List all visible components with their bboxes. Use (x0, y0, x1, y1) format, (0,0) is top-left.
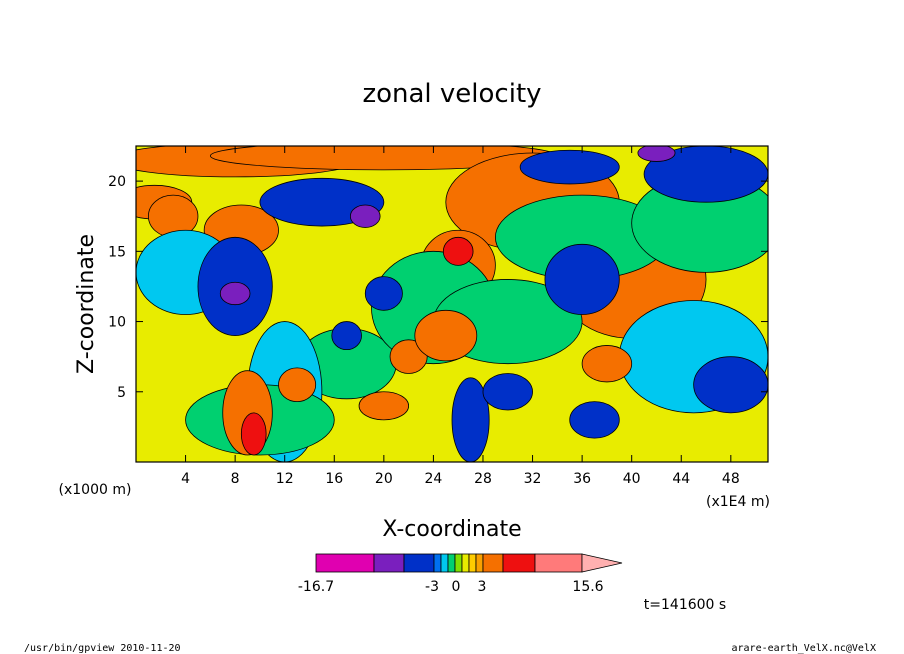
contour-region (364, 276, 403, 311)
x-tick-label: 16 (325, 471, 343, 487)
colorbar-swatch (482, 553, 504, 573)
contour-region (389, 339, 428, 374)
colorbar-label: -16.7 (298, 579, 334, 595)
velocity-contour-fills (136, 146, 768, 462)
x-tick-label: 24 (424, 471, 442, 487)
contour-region (544, 243, 620, 315)
colorbar-swatch (534, 553, 583, 573)
contour-region (637, 146, 676, 162)
x-scale-label: (x1E4 m) (706, 494, 770, 510)
x-axis-label: X-coordinate (382, 517, 521, 542)
contour-region (451, 377, 490, 462)
colorbar-swatch (502, 553, 536, 573)
heatmap-plot-area (135, 145, 769, 463)
colorbar-swatch (468, 553, 477, 573)
colorbar-swatch (315, 553, 375, 573)
y-tick-label: 10 (108, 315, 126, 331)
colorbar (315, 553, 623, 573)
colorbar-swatch (433, 553, 442, 573)
x-tick-label: 32 (524, 471, 542, 487)
time-label: t=141600 s (644, 597, 726, 613)
colorbar-swatch (475, 553, 484, 573)
contour-region (693, 356, 768, 414)
contour-region (331, 321, 362, 351)
footer-left: /usr/bin/gpview 2010-11-20 (24, 643, 181, 654)
x-tick-label: 48 (722, 471, 740, 487)
contour-region (643, 146, 768, 203)
colorbar-label: 15.6 (572, 579, 603, 595)
x-tick-label: 44 (672, 471, 690, 487)
footer-right: arare-earth_VelX.nc@VelX (732, 643, 877, 654)
contour-region (442, 236, 474, 266)
colorbar-arrow (581, 553, 623, 573)
y-axis-ticks: 5 10 15 20 (108, 174, 768, 401)
colorbar-swatch (403, 553, 435, 573)
x-tick-label: 28 (474, 471, 492, 487)
colorbar-swatch (440, 553, 449, 573)
x-tick-label: 36 (573, 471, 591, 487)
colorbar-label: 3 (478, 579, 487, 595)
y-axis-label: Z-coordinate (74, 234, 99, 374)
contour-region (278, 367, 317, 403)
contour-region (581, 345, 633, 383)
x-tick-label: 20 (375, 471, 393, 487)
x-tick-label: 4 (181, 471, 190, 487)
x-tick-label: 40 (623, 471, 641, 487)
contour-region (358, 391, 410, 421)
colorbar-swatch (454, 553, 463, 573)
x-tick-label: 8 (231, 471, 240, 487)
chart-title: zonal velocity (362, 79, 541, 109)
contour-region (349, 204, 381, 228)
y-tick-label: 15 (108, 244, 126, 260)
colorbar-swatch (461, 553, 470, 573)
colorbar-label: 0 (452, 579, 461, 595)
contour-region (240, 412, 267, 456)
x-axis-ticks: 4 8 12 16 20 24 28 32 36 40 44 48 (181, 146, 740, 487)
contour-region (414, 309, 478, 362)
colorbar-labels: -16.7 -3 0 3 15.6 (298, 579, 604, 595)
x-tick-label: 12 (276, 471, 294, 487)
contour-region (482, 373, 533, 411)
colorbar-label: -3 (425, 579, 439, 595)
contour-region (569, 401, 620, 439)
y-tick-label: 5 (117, 385, 126, 401)
colorbar-swatch (447, 553, 456, 573)
y-tick-label: 20 (108, 174, 126, 190)
contour-region (519, 149, 620, 185)
contour-region (219, 281, 251, 306)
y-scale-label: (x1000 m) (59, 482, 132, 498)
plot-frame (135, 145, 769, 463)
colorbar-swatch (373, 553, 405, 573)
